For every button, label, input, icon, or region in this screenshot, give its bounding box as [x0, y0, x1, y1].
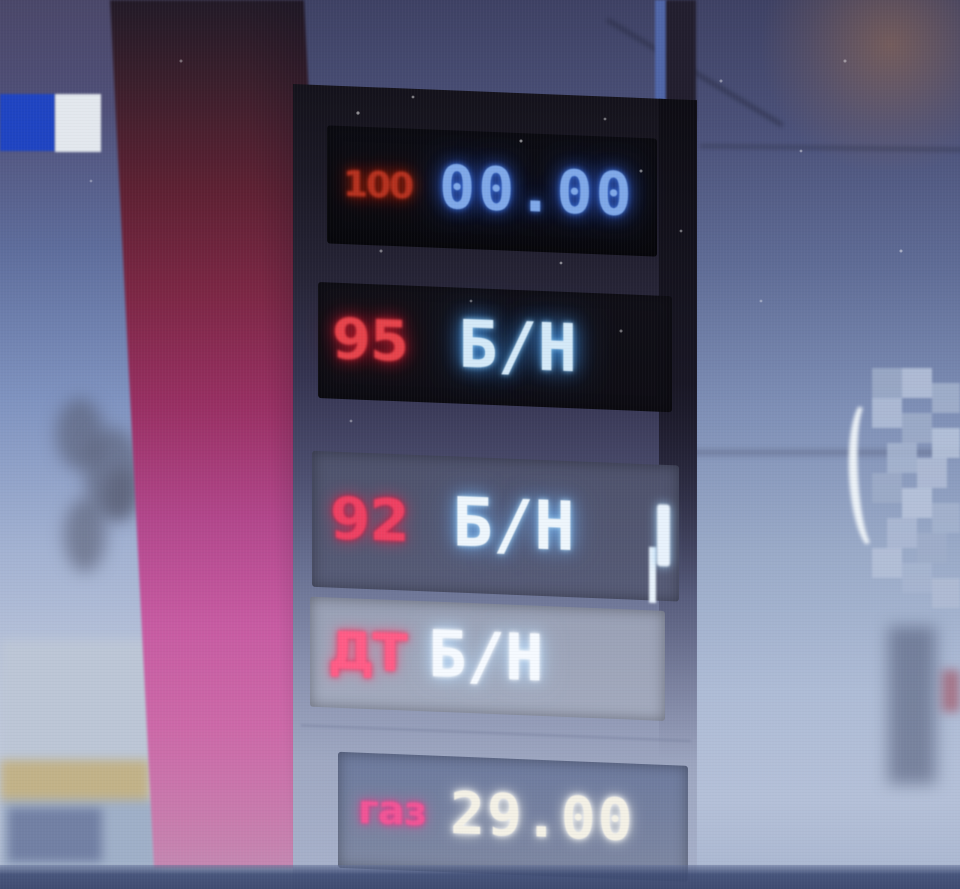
bottom-strip [0, 865, 960, 889]
price-panel-100: 100 00.00 [327, 125, 657, 257]
price-panel-92: 92 Б/Н [312, 450, 679, 602]
dust-speckles [0, 0, 2, 2]
buildings-blur [0, 640, 172, 870]
white-sign-fragment [55, 94, 101, 152]
price-panel-gas: газ 29.00 [338, 751, 688, 882]
price-panel-diesel: ДТ Б/Н [310, 596, 665, 721]
warm-light-glow [760, 0, 960, 170]
sign-panel-seam [301, 724, 691, 742]
fuel-price-display: Б/Н [452, 483, 575, 568]
fuel-grade-label: газ [358, 786, 427, 836]
fuel-grade-label: 100 [343, 163, 413, 208]
partial-led-glyph [657, 504, 670, 567]
fuel-price-display: Б/Н [428, 617, 544, 697]
fuel-price-display: 00.00 [439, 152, 635, 231]
horizon-line-silhouette [662, 450, 960, 455]
pole-silhouette [888, 626, 936, 784]
price-panel-95: 95 Б/Н [318, 282, 672, 413]
fuel-grade-label: ДТ [328, 621, 406, 685]
fuel-grade-label: 95 [332, 306, 408, 375]
blue-sign-fragment [0, 94, 55, 151]
fuel-price-display: 29.00 [450, 778, 635, 855]
fuel-grade-label: 92 [330, 484, 409, 556]
sky-gap-strip [655, 0, 667, 106]
fuel-price-display: Б/Н [458, 305, 578, 388]
price-totem: 100 00.00 95 Б/Н 92 Б/Н ДТ Б/Н газ 29.00 [293, 84, 697, 889]
red-light-blur [942, 670, 960, 712]
